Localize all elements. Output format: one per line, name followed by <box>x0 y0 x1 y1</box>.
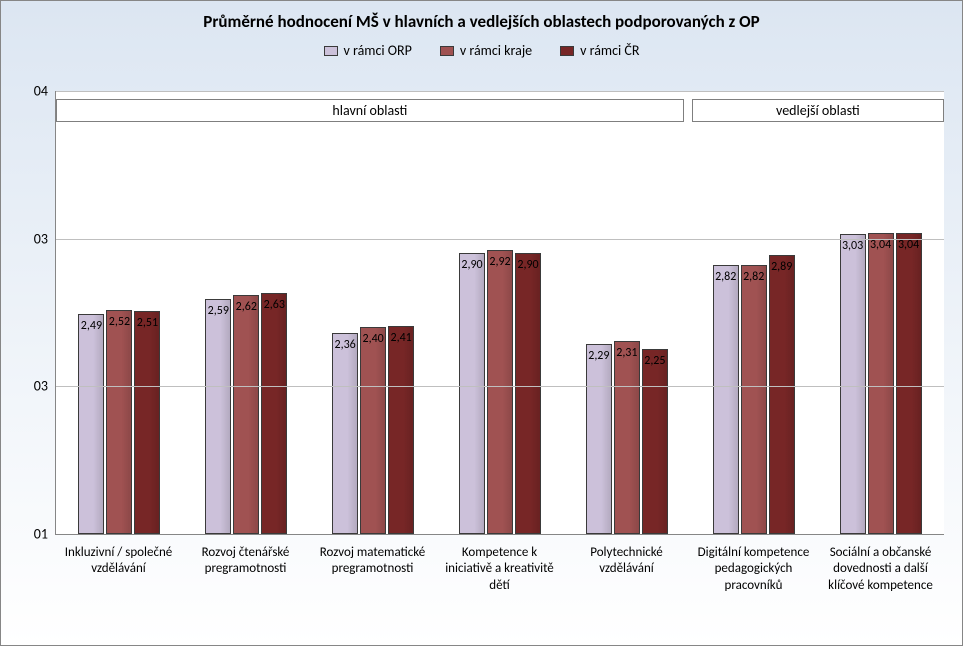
bar-group: 2,82 2,82 2,89 <box>690 91 817 534</box>
legend-swatch <box>324 46 338 56</box>
bar: 2,59 <box>205 299 231 534</box>
bar: 2,51 <box>134 311 160 534</box>
bar-value-label: 2,82 <box>743 270 764 284</box>
y-axis-tick-label: 04 <box>34 83 56 100</box>
bar-group: 2,59 2,62 2,63 <box>183 91 310 534</box>
x-axis-category-label: Inkluzivní / společné vzdělávání <box>55 541 182 637</box>
x-axis-category-label: Digitální kompetence pedagogických praco… <box>690 541 817 637</box>
bar: 3,04 <box>868 233 894 534</box>
bar-value-label: 2,90 <box>461 258 482 272</box>
y-axis-tick-label: 03 <box>34 378 56 395</box>
legend-swatch <box>560 46 574 56</box>
bar: 2,52 <box>106 310 132 534</box>
bar: 2,36 <box>332 333 358 534</box>
bar-value-label: 2,59 <box>208 304 229 318</box>
bar-group: 2,90 2,92 2,90 <box>437 91 564 534</box>
x-axis-category-label: Polytechnické vzdělávání <box>563 541 690 637</box>
legend-item: v rámci ČR <box>560 42 639 59</box>
legend-item: v rámci kraje <box>440 42 532 59</box>
gridline <box>56 386 944 387</box>
bar-value-label: 2,49 <box>81 319 102 333</box>
bar-value-label: 2,40 <box>363 332 384 346</box>
y-axis-tick-label: 03 <box>34 230 56 247</box>
bar: 2,63 <box>261 293 287 534</box>
bar-value-label: 2,82 <box>715 270 736 284</box>
bar-group: 3,03 3,04 3,04 <box>817 91 944 534</box>
bar-value-label: 2,51 <box>137 316 158 330</box>
bar-value-label: 2,36 <box>335 338 356 352</box>
x-axis-category-label: Sociální a občanské dovednosti a další k… <box>817 541 944 637</box>
bar: 2,90 <box>515 253 541 534</box>
bar-value-label: 2,92 <box>489 255 510 269</box>
bar: 2,92 <box>487 250 513 534</box>
bar: 3,03 <box>840 234 866 534</box>
y-axis-tick-label: 01 <box>34 526 56 543</box>
bar: 2,41 <box>388 326 414 534</box>
legend-label: v rámci kraje <box>460 42 532 59</box>
chart-title: Průměrné hodnocení MŠ v hlavních a vedle… <box>1 1 962 38</box>
bar-value-label: 2,52 <box>109 315 130 329</box>
bar-value-label: 2,63 <box>264 298 285 312</box>
bar-value-label: 2,89 <box>771 260 792 274</box>
plot-wrap: hlavní oblastivedlejší oblasti 2,492,522… <box>55 91 944 535</box>
bar-value-label: 3,04 <box>870 238 891 252</box>
bar: 2,49 <box>78 314 104 534</box>
bar: 2,25 <box>642 349 668 534</box>
bar-value-label: 2,29 <box>588 349 609 363</box>
bar-value-label: 2,62 <box>236 300 257 314</box>
plot-area: hlavní oblastivedlejší oblasti 2,492,522… <box>55 91 944 535</box>
legend-swatch <box>440 46 454 56</box>
legend-label: v rámci ORP <box>344 42 412 59</box>
bar: 2,62 <box>233 295 259 534</box>
legend-item: v rámci ORP <box>324 42 412 59</box>
gridline <box>56 91 944 92</box>
bar: 2,82 <box>713 265 739 534</box>
bar-value-label: 3,03 <box>842 239 863 253</box>
bar-value-label: 2,25 <box>644 354 665 368</box>
bar: 2,82 <box>741 265 767 534</box>
x-axis-category-label: Kompetence k iniciativě a kreativitě dět… <box>436 541 563 637</box>
bar: 2,29 <box>586 344 612 534</box>
x-axis-labels: Inkluzivní / společné vzděláváníRozvoj č… <box>55 541 944 637</box>
bar-groups: 2,49 2,52 2,51 2,59 2,62 2,63 2,36 2,40 2,41 2,90… <box>56 91 944 534</box>
bar-value-label: 2,41 <box>391 331 412 345</box>
x-axis-category-label: Rozvoj matematické pregramotnosti <box>309 541 436 637</box>
gridline <box>56 239 944 240</box>
legend: v rámci ORP v rámci kraje v rámci ČR <box>1 38 962 69</box>
bar-value-label: 2,31 <box>616 346 637 360</box>
bar: 3,04 <box>896 233 922 534</box>
bar-group: 2,36 2,40 2,41 <box>310 91 437 534</box>
bar-group: 2,29 2,31 2,25 <box>563 91 690 534</box>
bar: 2,90 <box>459 253 485 534</box>
bar-group: 2,49 2,52 2,51 <box>56 91 183 534</box>
legend-label: v rámci ČR <box>580 42 639 59</box>
bar-value-label: 3,04 <box>898 238 919 252</box>
bar: 2,31 <box>614 341 640 534</box>
bar: 2,40 <box>360 327 386 534</box>
chart-container: Průměrné hodnocení MŠ v hlavních a vedle… <box>0 0 963 646</box>
bar: 2,89 <box>769 255 795 534</box>
x-axis-category-label: Rozvoj čtenářské pregramotnosti <box>182 541 309 637</box>
bar-value-label: 2,90 <box>517 258 538 272</box>
